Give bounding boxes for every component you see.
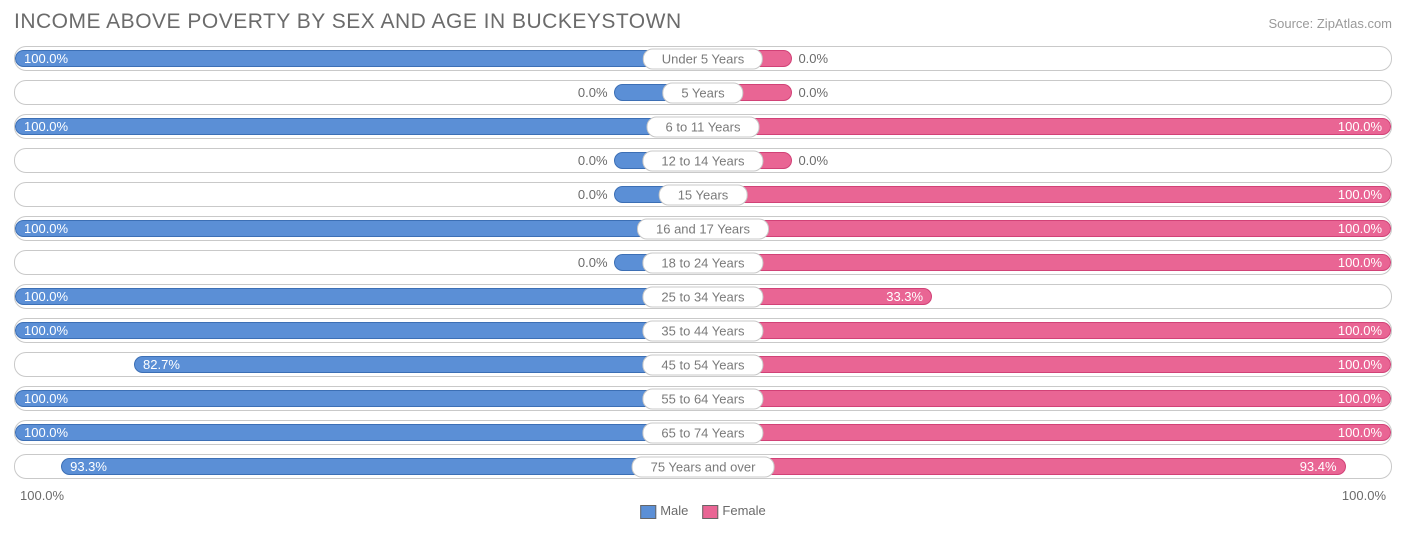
female-bar: 100.0% <box>703 220 1391 237</box>
female-bar: 100.0% <box>703 254 1391 271</box>
female-value-label: 100.0% <box>1338 221 1382 236</box>
male-value-label: 100.0% <box>24 391 68 406</box>
category-label: 12 to 14 Years <box>642 150 763 171</box>
chart-row: 0.0% 0.0% 5 Years <box>14 80 1392 105</box>
chart-row: 0.0% 100.0% 18 to 24 Years <box>14 250 1392 275</box>
female-value-label: 100.0% <box>1338 357 1382 372</box>
chart-row: 100.0% 100.0% 16 and 17 Years <box>14 216 1392 241</box>
male-bar: 100.0% <box>15 322 703 339</box>
female-value-label: 0.0% <box>792 47 834 70</box>
female-value-label: 0.0% <box>792 81 834 104</box>
chart-source: Source: ZipAtlas.com <box>1268 16 1392 31</box>
male-value-label: 100.0% <box>24 221 68 236</box>
legend-male-label: Male <box>660 503 688 518</box>
category-label: 18 to 24 Years <box>642 252 763 273</box>
legend-female: Female <box>702 503 765 519</box>
female-value-label: 100.0% <box>1338 187 1382 202</box>
male-bar: 100.0% <box>15 118 703 135</box>
male-bar: 100.0% <box>15 50 703 67</box>
male-value-label: 0.0% <box>572 251 614 274</box>
chart-row: 100.0% 100.0% 6 to 11 Years <box>14 114 1392 139</box>
female-bar: 100.0% <box>703 424 1391 441</box>
male-value-label: 0.0% <box>572 183 614 206</box>
category-label: 65 to 74 Years <box>642 422 763 443</box>
female-bar: 100.0% <box>703 322 1391 339</box>
legend-male: Male <box>640 503 688 519</box>
female-value-label: 93.4% <box>1300 459 1337 474</box>
legend: Male Female <box>640 503 766 519</box>
chart-title: INCOME ABOVE POVERTY BY SEX AND AGE IN B… <box>14 10 682 34</box>
female-value-label: 100.0% <box>1338 425 1382 440</box>
female-value-label: 33.3% <box>886 289 923 304</box>
female-bar: 100.0% <box>703 390 1391 407</box>
chart-row: 100.0% 0.0% Under 5 Years <box>14 46 1392 71</box>
male-value-label: 0.0% <box>572 149 614 172</box>
female-bar: 100.0% <box>703 186 1391 203</box>
female-swatch-icon <box>702 505 718 519</box>
axis-right-label: 100.0% <box>1342 488 1386 503</box>
male-value-label: 100.0% <box>24 323 68 338</box>
axis-left-label: 100.0% <box>20 488 64 503</box>
male-swatch-icon <box>640 505 656 519</box>
category-label: 75 Years and over <box>632 456 775 477</box>
category-label: 16 and 17 Years <box>637 218 769 239</box>
male-value-label: 93.3% <box>70 459 107 474</box>
chart-row: 100.0% 100.0% 65 to 74 Years <box>14 420 1392 445</box>
axis-row: 100.0% 100.0% Male Female <box>14 488 1392 508</box>
category-label: 6 to 11 Years <box>647 116 760 137</box>
chart-row: 0.0% 0.0% 12 to 14 Years <box>14 148 1392 173</box>
male-value-label: 100.0% <box>24 119 68 134</box>
female-bar: 100.0% <box>703 118 1391 135</box>
male-value-label: 100.0% <box>24 51 68 66</box>
female-bar: 100.0% <box>703 356 1391 373</box>
chart-row: 100.0% 100.0% 35 to 44 Years <box>14 318 1392 343</box>
chart-row: 0.0% 100.0% 15 Years <box>14 182 1392 207</box>
female-value-label: 100.0% <box>1338 119 1382 134</box>
category-label: Under 5 Years <box>643 48 763 69</box>
legend-female-label: Female <box>722 503 765 518</box>
butterfly-chart: 100.0% 0.0% Under 5 Years 0.0% 0.0% 5 Years 10… <box>14 46 1392 479</box>
male-bar: 100.0% <box>15 288 703 305</box>
category-label: 15 Years <box>659 184 748 205</box>
female-bar: 93.4% <box>703 458 1346 475</box>
chart-row: 100.0% 100.0% 55 to 64 Years <box>14 386 1392 411</box>
category-label: 25 to 34 Years <box>642 286 763 307</box>
female-value-label: 0.0% <box>792 149 834 172</box>
female-value-label: 100.0% <box>1338 391 1382 406</box>
chart-row: 100.0% 33.3% 25 to 34 Years <box>14 284 1392 309</box>
category-label: 55 to 64 Years <box>642 388 763 409</box>
chart-row: 82.7% 100.0% 45 to 54 Years <box>14 352 1392 377</box>
chart-row: 93.3% 93.4% 75 Years and over <box>14 454 1392 479</box>
male-value-label: 100.0% <box>24 289 68 304</box>
male-value-label: 82.7% <box>143 357 180 372</box>
male-bar: 100.0% <box>15 220 703 237</box>
category-label: 35 to 44 Years <box>642 320 763 341</box>
male-bar: 100.0% <box>15 424 703 441</box>
category-label: 5 Years <box>662 82 743 103</box>
female-value-label: 100.0% <box>1338 323 1382 338</box>
male-value-label: 0.0% <box>572 81 614 104</box>
category-label: 45 to 54 Years <box>642 354 763 375</box>
male-bar: 93.3% <box>61 458 703 475</box>
male-bar: 100.0% <box>15 390 703 407</box>
chart-header: INCOME ABOVE POVERTY BY SEX AND AGE IN B… <box>14 10 1392 34</box>
male-value-label: 100.0% <box>24 425 68 440</box>
female-value-label: 100.0% <box>1338 255 1382 270</box>
male-bar: 82.7% <box>134 356 703 373</box>
